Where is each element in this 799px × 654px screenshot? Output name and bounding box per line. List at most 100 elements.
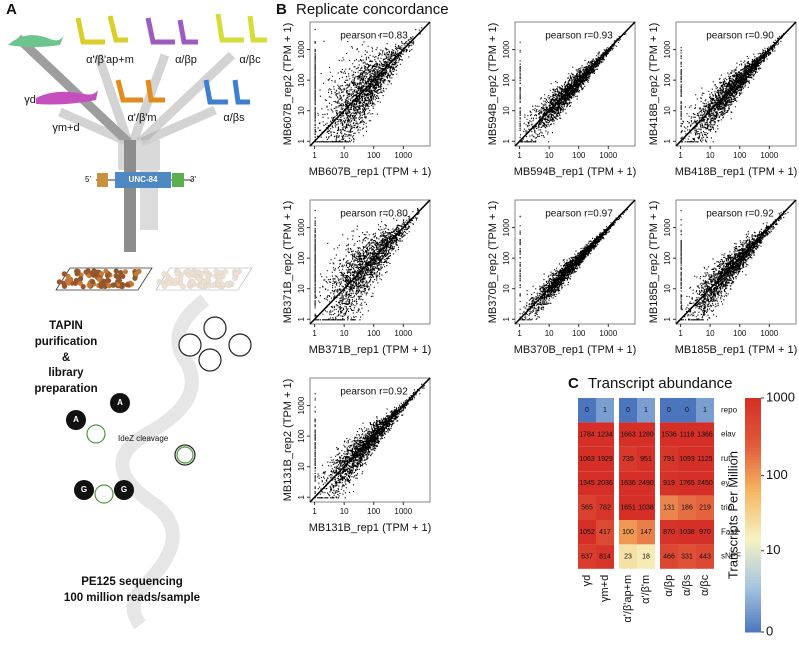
cell-dot — [113, 268, 119, 274]
colorbar-segment — [745, 544, 761, 548]
plot-frame — [675, 21, 797, 147]
cell-dot — [110, 282, 116, 288]
identity-line — [675, 21, 797, 147]
y-axis-label: MB594B_rep2 (TPM + 1) — [487, 23, 499, 146]
cell-dot — [96, 276, 102, 282]
x-tick-label: 1 — [678, 151, 683, 160]
cell-dot — [61, 283, 68, 289]
cell-value: 870 — [663, 529, 675, 536]
heatmap-cell — [578, 471, 596, 496]
cell-type-label: γd — [24, 94, 36, 106]
cell-value: 1 — [603, 407, 607, 414]
colorbar-segment — [745, 555, 761, 560]
colorbar-segment — [745, 436, 761, 440]
y-tick-label: 1000 — [663, 218, 672, 236]
construct-gene: UNC-84 — [129, 175, 158, 184]
colorbar-tick-label: 10 — [766, 542, 780, 557]
plot-frame — [309, 21, 431, 147]
y-tick-label: 100 — [502, 251, 511, 265]
heatmap-cell — [596, 398, 614, 423]
panel-title: Replicate concordance — [296, 1, 449, 18]
colorbar-segment — [745, 620, 761, 624]
y-tick-label: 100 — [297, 429, 306, 443]
x-tick-label: 1000 — [394, 151, 412, 160]
cell-value: 1052 — [579, 529, 595, 536]
cell-dot — [85, 268, 91, 274]
colorbar-segment — [745, 485, 761, 490]
heatmap-cell — [678, 422, 696, 447]
heatmap-cell — [660, 520, 678, 545]
cell-type-label: α/βc — [239, 54, 261, 66]
x-tick-label: 100 — [733, 329, 747, 338]
heatmap-cell — [660, 422, 678, 447]
plot-frame — [309, 377, 431, 503]
y-axis-label: MB185B_rep2 (TPM + 1) — [648, 201, 660, 324]
colorbar-segment — [745, 406, 761, 411]
cell-value: 919 — [663, 480, 675, 487]
cell-type-label: α'/β'm — [127, 112, 156, 124]
colorbar-segment — [745, 418, 761, 422]
x-tick-label: 1 — [517, 151, 522, 160]
identity-line — [675, 199, 797, 325]
colorbar-segment — [745, 497, 761, 501]
colorbar-tick-label: 100 — [766, 467, 788, 482]
cell-dot — [224, 282, 231, 288]
colorbar-label: Transcripts Per Million — [725, 451, 740, 579]
x-tick-label: 10 — [340, 151, 349, 160]
cell-dot — [103, 268, 109, 274]
colorbar-segment — [745, 588, 761, 592]
colorbar-segment — [745, 471, 761, 475]
x-tick-label: 10 — [706, 151, 715, 160]
cell-value: 1784 — [579, 431, 595, 438]
cell-value: 1636 — [620, 480, 636, 487]
heatmap-cell — [637, 422, 655, 447]
cell-dot — [65, 280, 72, 286]
cell-value: 0 — [667, 407, 671, 414]
colorbar-segment — [745, 447, 761, 452]
sequencing-label: PE125 sequencing — [81, 576, 183, 588]
bead-label: A — [117, 398, 123, 407]
heatmap-cell — [696, 398, 714, 423]
cell-value: 1651 — [620, 505, 636, 512]
y-axis-label: MB607B_rep2 (TPM + 1) — [282, 23, 294, 146]
step-label: purification — [35, 336, 98, 348]
heatmap-cell — [678, 520, 696, 545]
y-tick-label: 10 — [297, 106, 306, 115]
colorbar-segment — [745, 550, 761, 554]
x-tick-label: 10 — [545, 329, 554, 338]
step-label: & — [62, 352, 70, 364]
colorbar-segment — [745, 400, 761, 405]
cell-dot — [61, 271, 67, 277]
colorbar-tick-label: 0 — [766, 623, 773, 638]
cell-dot — [196, 276, 203, 283]
colorbar-segment — [745, 529, 761, 534]
heatmap-cell — [619, 471, 637, 496]
colorbar-segment — [745, 573, 761, 577]
cell-dot — [122, 269, 128, 275]
cell-type-label: α/βp — [175, 54, 197, 66]
row-label: ey — [721, 479, 729, 488]
cell-value: 565 — [581, 505, 593, 512]
colorbar-segment — [745, 599, 761, 604]
cell-dot — [161, 283, 168, 290]
panel-letter: A — [6, 1, 17, 18]
colorbar-segment — [745, 567, 761, 572]
y-tick-label: 1 — [297, 494, 306, 499]
cell-value: 791 — [663, 456, 675, 463]
heatmap-cell — [637, 495, 655, 520]
y-axis-label: MB371B_rep2 (TPM + 1) — [282, 201, 294, 324]
heatmap-cell — [696, 544, 714, 569]
heatmap-cell — [619, 398, 637, 423]
scatter-plot: 1 1 10 10 100 100 1000 1000 pearson r=0.93 MB594B… — [487, 21, 636, 178]
colorbar-segment — [745, 427, 761, 431]
x-tick-label: 100 — [367, 507, 381, 516]
colorbar-segment — [745, 421, 761, 425]
cell-value: 1536 — [661, 431, 677, 438]
construct-3: 3' — [190, 175, 196, 184]
heatmap-cell — [578, 520, 596, 545]
colorbar-segment — [745, 517, 761, 522]
colorbar-segment — [745, 561, 761, 566]
colorbar-segment — [745, 433, 761, 437]
plot-frame — [675, 199, 797, 325]
